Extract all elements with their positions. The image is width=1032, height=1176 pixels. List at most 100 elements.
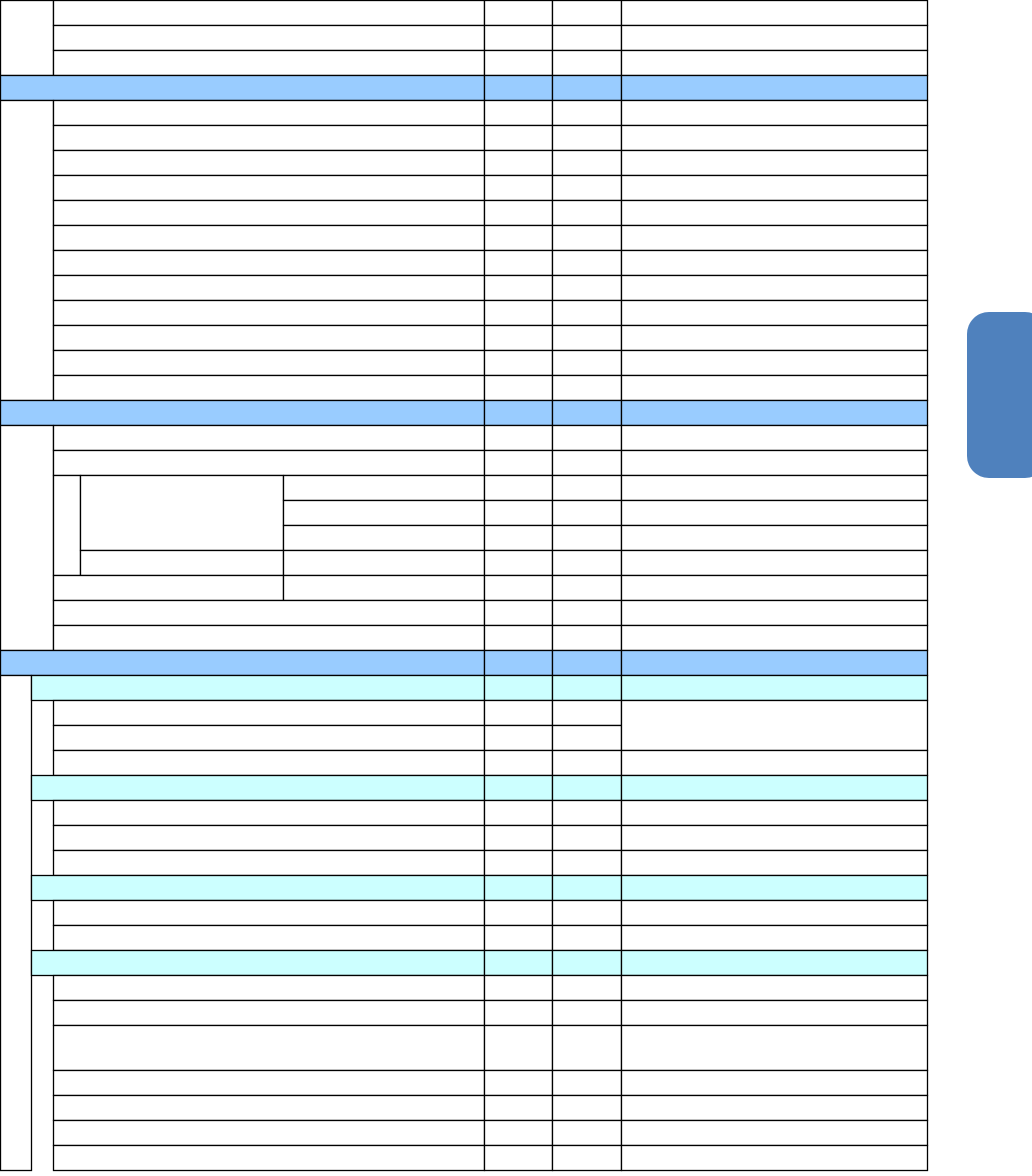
table-cell [551, 1069, 623, 1097]
table-cell [483, 24, 554, 52]
table-cell [52, 374, 486, 402]
table-cell [52, 1094, 486, 1122]
table-cell [52, 224, 486, 252]
table-cell [551, 249, 623, 277]
table-cell [483, 874, 554, 902]
table-cell [551, 499, 623, 527]
table-cell [483, 324, 554, 352]
table-cell [483, 899, 554, 927]
table-cell [551, 299, 623, 327]
table-cell [551, 24, 623, 52]
table-cell [52, 699, 486, 727]
subsection-header-row [30, 674, 486, 702]
table-cell [483, 74, 554, 102]
table-cell [551, 874, 623, 902]
table-cell [483, 0, 554, 27]
table-cell [52, 474, 82, 577]
table-cell [483, 699, 554, 727]
table-cell [52, 0, 486, 27]
empty-table-grid [0, 0, 929, 1172]
table-cell [483, 1119, 554, 1147]
table-cell [551, 474, 623, 502]
table-cell [52, 924, 486, 952]
table-cell [483, 1094, 554, 1122]
table-cell [551, 124, 623, 152]
table-cell [483, 299, 554, 327]
table-cell [551, 699, 623, 727]
table-cell [282, 549, 486, 577]
table-cell [551, 799, 623, 827]
table-cell [483, 849, 554, 877]
subsection-header-row [30, 774, 486, 802]
table-cell [483, 749, 554, 777]
table-cell [620, 74, 929, 102]
table-cell [551, 49, 623, 77]
table-cell [52, 274, 486, 302]
table-cell [620, 449, 929, 477]
table-cell [52, 1024, 486, 1072]
table-cell [620, 374, 929, 402]
table-cell [551, 774, 623, 802]
table-cell [551, 599, 623, 627]
table-cell [483, 49, 554, 77]
table-cell [620, 399, 929, 427]
table-cell [483, 99, 554, 127]
table-cell [483, 424, 554, 452]
table-cell [483, 174, 554, 202]
table-cell [551, 349, 623, 377]
table-cell [620, 1094, 929, 1122]
table-cell [483, 1144, 554, 1172]
table-cell [620, 649, 929, 677]
table-cell [620, 149, 929, 177]
table-cell [551, 199, 623, 227]
table-cell [52, 824, 486, 852]
section-header-row [0, 399, 486, 427]
table-cell [620, 174, 929, 202]
chapter-side-tab [967, 312, 1032, 478]
table-cell [483, 799, 554, 827]
table-cell [620, 24, 929, 52]
table-cell [620, 299, 929, 327]
table-cell [620, 349, 929, 377]
table-cell [483, 349, 554, 377]
table-cell [551, 974, 623, 1002]
table-cell [52, 1069, 486, 1097]
table-cell [483, 999, 554, 1027]
table-cell [52, 324, 486, 352]
table-cell [282, 574, 486, 602]
table-cell [483, 124, 554, 152]
table-cell [483, 149, 554, 177]
table-cell [483, 524, 554, 552]
table-cell [483, 474, 554, 502]
table-cell [551, 899, 623, 927]
table-cell [483, 1024, 554, 1072]
table-cell [551, 424, 623, 452]
table-cell [620, 599, 929, 627]
table-cell [551, 849, 623, 877]
table-cell [620, 674, 929, 702]
table-cell [620, 899, 929, 927]
table-cell [551, 99, 623, 127]
table-cell [620, 199, 929, 227]
table-cell [620, 49, 929, 77]
table-cell [551, 399, 623, 427]
table-cell [483, 974, 554, 1002]
table-cell [620, 974, 929, 1002]
table-cell [620, 474, 929, 502]
table-cell [52, 974, 486, 1002]
table-cell [620, 624, 929, 652]
table-cell [551, 949, 623, 977]
table-cell [483, 774, 554, 802]
table-cell [551, 924, 623, 952]
table-cell [52, 999, 486, 1027]
table-cell [52, 749, 486, 777]
table-cell [551, 149, 623, 177]
table-cell [483, 949, 554, 977]
table-cell [620, 0, 929, 27]
subsection-header-row [30, 874, 486, 902]
table-cell [483, 599, 554, 627]
table-cell [52, 724, 486, 752]
table-cell [620, 874, 929, 902]
table-cell [483, 249, 554, 277]
table-cell [483, 624, 554, 652]
